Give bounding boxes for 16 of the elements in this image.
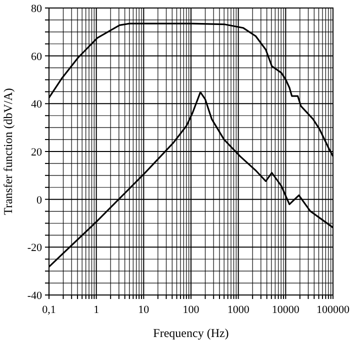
x-axis-title: Frequency (Hz): [153, 326, 229, 340]
x-tick-label: 1000: [227, 304, 250, 316]
x-tick-label: 1: [94, 304, 100, 316]
y-tick-label: 20: [31, 146, 42, 158]
y-tick-label: 40: [31, 98, 42, 111]
y-tick-label: 80: [31, 3, 42, 15]
y-axis-title: Transfer function (dbV/A): [1, 88, 15, 215]
y-tick-label: 60: [31, 50, 42, 63]
x-tick-label: 10: [138, 304, 150, 316]
x-tick-label: 100000: [316, 304, 350, 316]
y-tick-label: 0: [36, 194, 42, 206]
x-tick-label: 0,1: [42, 304, 56, 316]
y-tick-label: -20: [27, 242, 42, 254]
y-tick-label: -40: [27, 290, 42, 302]
x-tick-label: 100: [182, 304, 200, 316]
x-tick-label: 10000: [272, 304, 300, 316]
